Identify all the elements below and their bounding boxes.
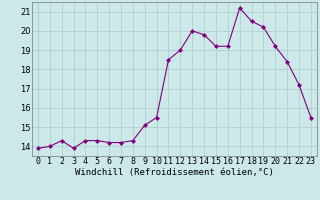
X-axis label: Windchill (Refroidissement éolien,°C): Windchill (Refroidissement éolien,°C) [75, 168, 274, 177]
